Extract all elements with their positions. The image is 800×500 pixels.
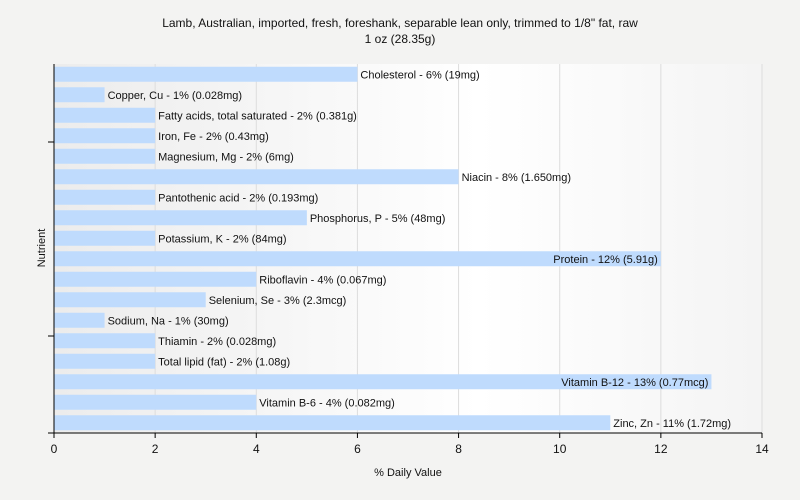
bar-label: Riboflavin - 4% (0.067mg): [259, 274, 386, 286]
bar: [54, 87, 105, 103]
x-tick-label: 6: [354, 442, 361, 456]
bar: [54, 107, 156, 123]
bar-label: Vitamin B-6 - 4% (0.082mg): [259, 397, 395, 409]
bar-label: Magnesium, Mg - 2% (6mg): [158, 151, 294, 163]
bar-label: Niacin - 8% (1.650mg): [462, 172, 571, 184]
x-axis-label: % Daily Value: [374, 467, 442, 479]
bar: [54, 292, 206, 308]
bar: [54, 128, 156, 144]
bar-label: Fatty acids, total saturated - 2% (0.381…: [158, 110, 357, 122]
bar: [54, 148, 156, 164]
bar: [54, 271, 257, 287]
chart-title: Lamb, Australian, imported, fresh, fores…: [162, 16, 638, 30]
bar: [54, 333, 156, 349]
bar-label: Zinc, Zn - 11% (1.72mg): [613, 418, 731, 430]
x-tick-label: 14: [755, 442, 769, 456]
bar: [54, 230, 156, 246]
x-tick-label: 12: [654, 442, 668, 456]
bar: [54, 66, 358, 82]
bar: [54, 169, 459, 185]
bar-label: Cholesterol - 6% (19mg): [360, 69, 479, 81]
x-tick-label: 8: [455, 442, 462, 456]
plot-background: [54, 64, 762, 433]
bar: [54, 394, 257, 410]
bar-label: Selenium, Se - 3% (2.3mcg): [209, 295, 347, 307]
bar: [54, 210, 307, 226]
y-axis-label: Nutrient: [36, 229, 48, 268]
x-tick-label: 0: [51, 442, 58, 456]
bar: [54, 415, 611, 431]
bar: [54, 189, 156, 205]
bar-label: Total lipid (fat) - 2% (1.08g): [158, 356, 290, 368]
x-tick-label: 10: [553, 442, 567, 456]
bar-label: Iron, Fe - 2% (0.43mg): [158, 131, 269, 143]
x-tick-label: 2: [152, 442, 159, 456]
bar-label: Pantothenic acid - 2% (0.193mg): [158, 192, 318, 204]
bar: [54, 251, 661, 267]
bar: [54, 312, 105, 328]
bar-label: Potassium, K - 2% (84mg): [158, 233, 286, 245]
bar-label: Copper, Cu - 1% (0.028mg): [108, 90, 243, 102]
bar-label: Sodium, Na - 1% (30mg): [108, 315, 229, 327]
bar-label: Protein - 12% (5.91g): [553, 254, 658, 266]
bar-label: Thiamin - 2% (0.028mg): [158, 336, 276, 348]
x-tick-label: 4: [253, 442, 260, 456]
bar: [54, 374, 712, 390]
bar-label: Vitamin B-12 - 13% (0.77mcg): [561, 377, 708, 389]
chart-subtitle: 1 oz (28.35g): [364, 32, 436, 46]
bar-label: Phosphorus, P - 5% (48mg): [310, 213, 446, 225]
bar: [54, 353, 156, 369]
